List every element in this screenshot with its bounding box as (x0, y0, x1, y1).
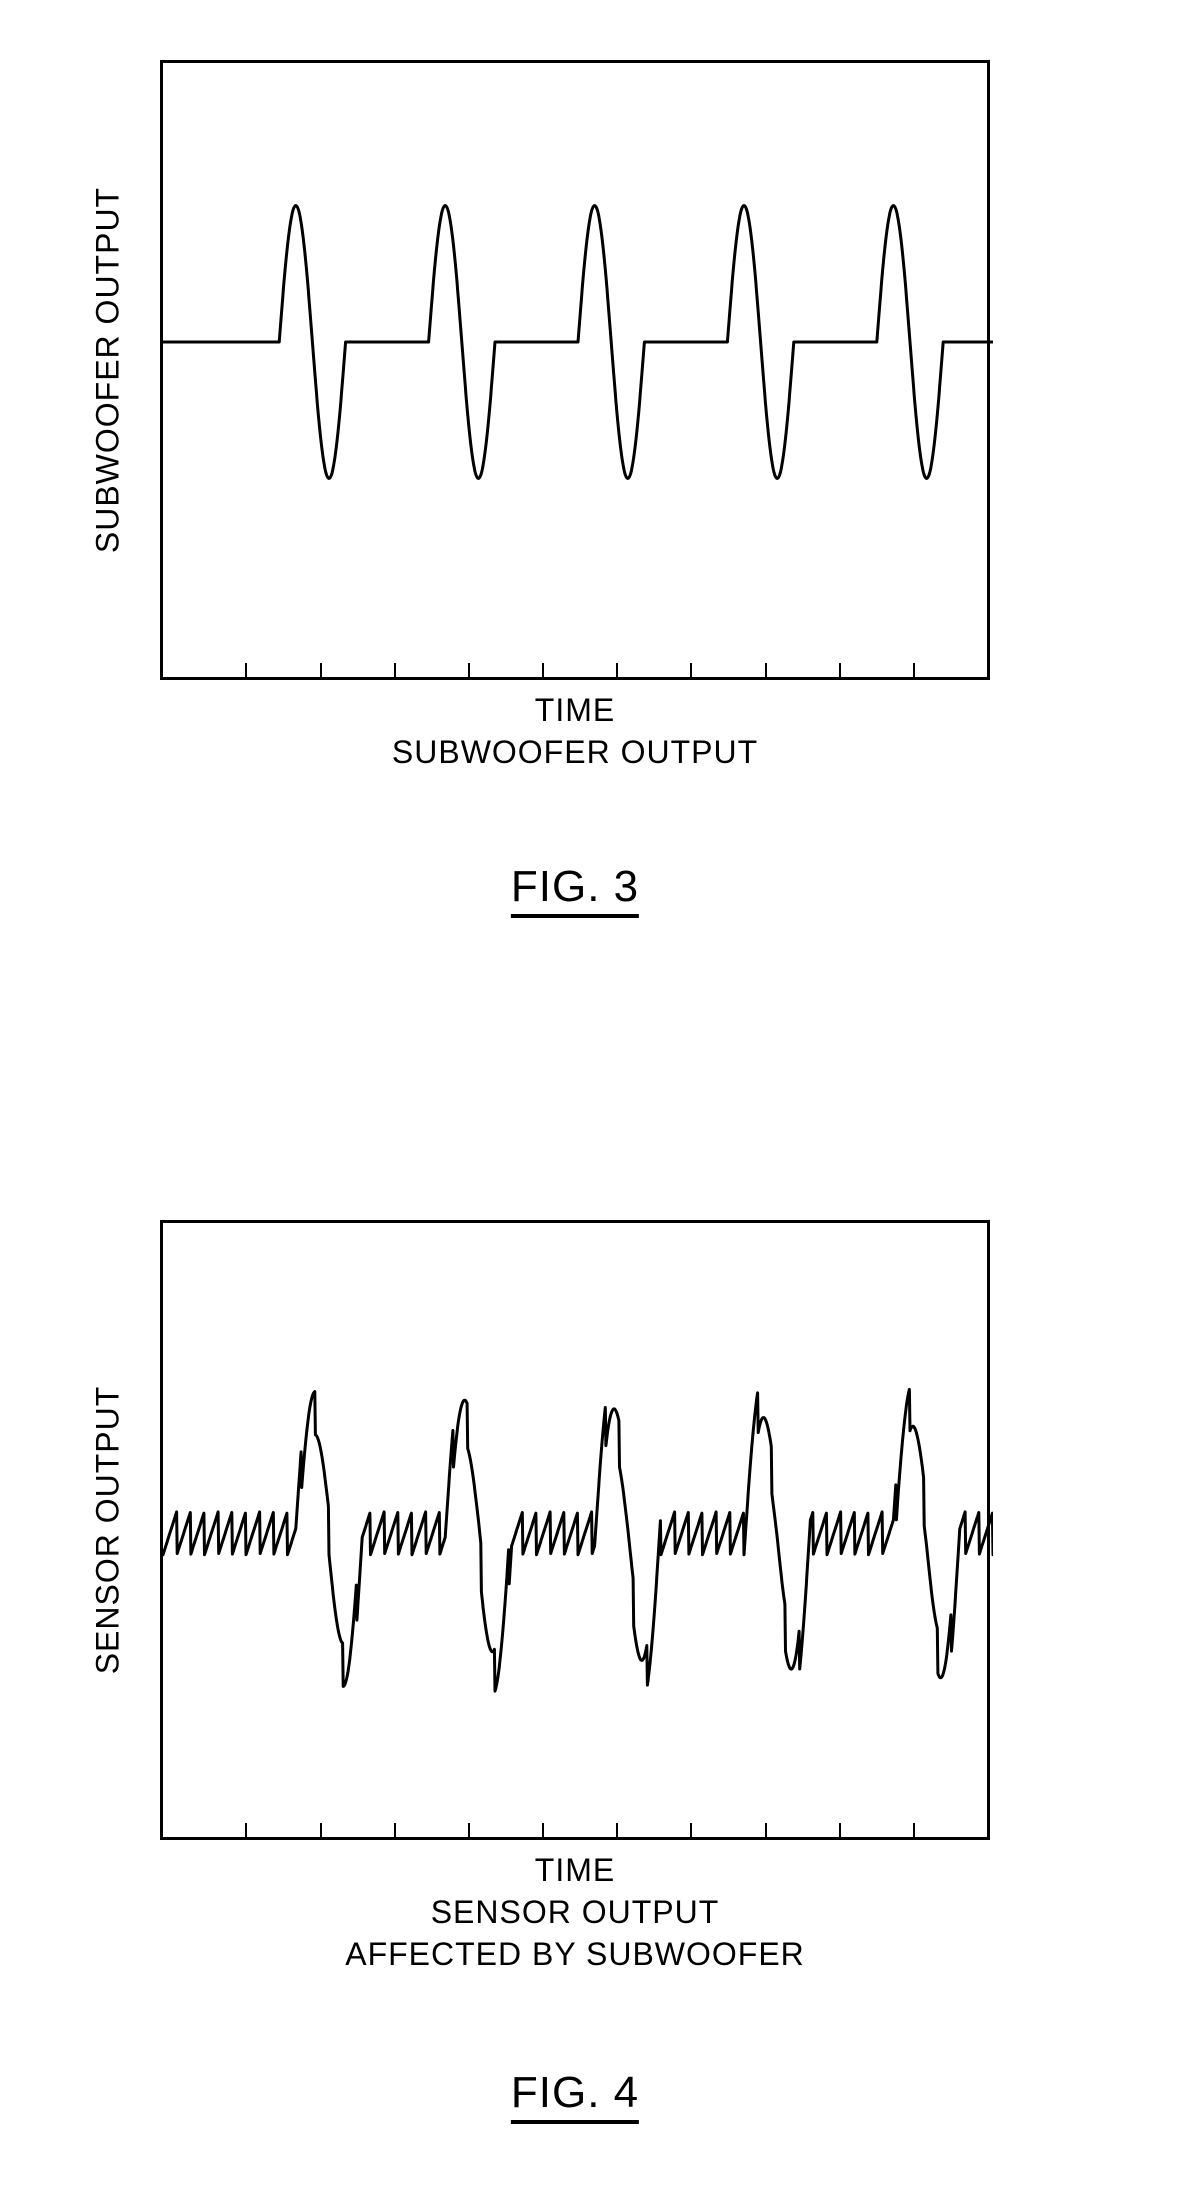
figure-4-waveform-svg (163, 1223, 993, 1843)
figure-3-panel: SUBWOOFER OUTPUT TIME SUBWOOFER OUTPUT F… (160, 60, 990, 680)
figure-3-label: FIG. 3 (511, 862, 639, 918)
figure-3-waveform-svg (163, 63, 993, 683)
figure-4-subtitle-2: AFFECTED BY SUBWOOFER (345, 1936, 805, 1973)
figure-4-subtitle-1: SENSOR OUTPUT (431, 1894, 720, 1931)
figure-4-ylabel: SENSOR OUTPUT (90, 1386, 127, 1675)
figure-4-plot-box: SENSOR OUTPUT (160, 1220, 990, 1840)
figure-4-label: FIG. 4 (511, 2068, 639, 2124)
figure-3-ylabel: SUBWOOFER OUTPUT (90, 187, 127, 553)
figure-3-plot-box: SUBWOOFER OUTPUT (160, 60, 990, 680)
figure-4-xlabel: TIME (535, 1852, 615, 1889)
figure-3-xlabel: TIME (535, 692, 615, 729)
figure-4-panel: SENSOR OUTPUT TIME SENSOR OUTPUT AFFECTE… (160, 1220, 990, 1840)
figure-3-subtitle: SUBWOOFER OUTPUT (392, 734, 758, 771)
